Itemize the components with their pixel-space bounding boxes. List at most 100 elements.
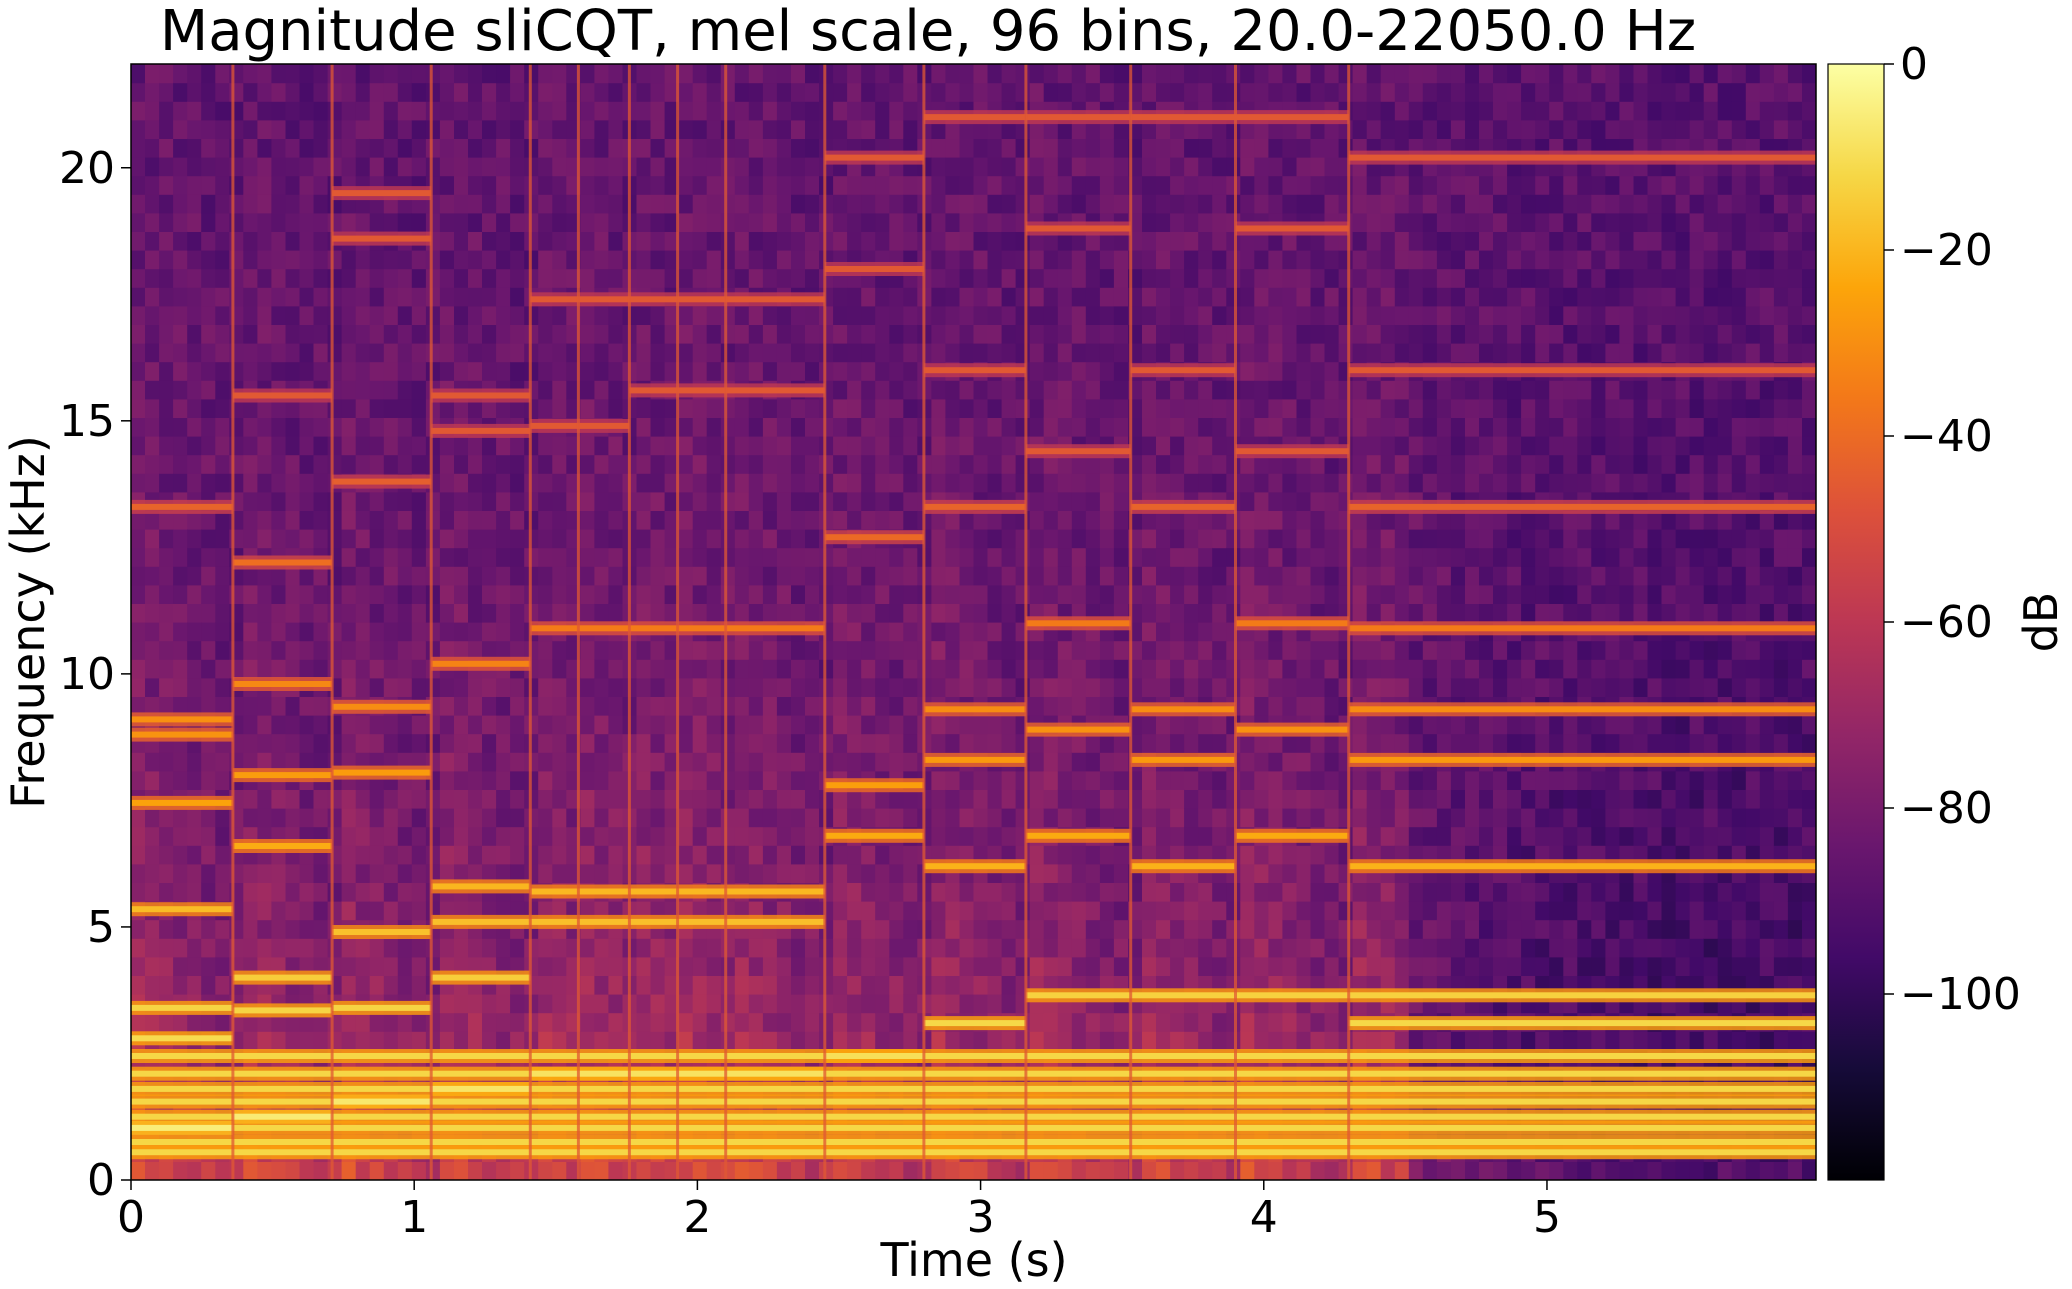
spectrogram-cell [762,157,778,177]
spectrogram-cell [131,975,146,995]
spectrogram-cell [173,101,188,121]
spectrogram-cell [201,82,216,102]
spectrogram-cell [383,603,399,623]
spectrogram-cell [383,398,399,418]
spectrogram-cell [1043,473,1059,493]
spectrogram-cell [383,901,399,921]
spectrogram-cell [734,956,750,976]
spectrogram-cell [313,194,329,214]
spectrogram-cell [439,157,455,177]
spectrogram-cell [1071,808,1087,828]
spectrogram-cell [201,268,216,288]
spectrogram-cell [1240,956,1255,976]
spectrogram-cell [580,529,595,549]
spectrogram-cell [243,566,258,586]
spectrogram-cell [1212,956,1227,976]
spectrogram-cell [748,975,764,995]
spectrogram-cell [538,956,553,976]
spectrogram-cell [1282,659,1297,679]
spectrogram-cell [1029,938,1045,958]
spectrogram-cell [1226,808,1241,828]
spectrogram-cell [1170,454,1185,474]
spectrogram-cell [608,1031,623,1051]
spectrogram-cell [285,231,301,251]
spectrogram-cell [355,361,371,381]
spectrogram-cell [973,324,989,344]
spectrogram-cell [678,677,694,697]
spectrogram-cell [945,808,960,828]
spectrogram-cell [468,361,483,381]
spectrogram-cell [706,938,722,958]
spectrogram-cell [552,343,567,363]
spectrogram-cell [791,1031,806,1051]
spectrogram-cell [931,157,946,177]
spectrogram-cell [720,640,736,660]
spectrogram-cell [692,473,708,493]
spectrogram-cell [1156,659,1171,679]
spectrogram-cell [552,603,567,623]
spectrogram-cell [1198,454,1213,474]
spectrogram-cell [355,324,371,344]
spectrogram-cell [650,454,666,474]
spectrogram-cell [636,157,652,177]
spectrogram-cell [1085,287,1101,307]
spectrogram-cell [664,863,680,883]
spectrogram-cell [805,491,820,511]
spectrogram-cell [173,64,188,84]
spectrogram-cell [187,101,202,121]
spectrogram-cell [411,268,427,288]
spectrogram-cell [1071,733,1087,753]
spectrogram-cell [482,547,497,567]
spectrogram-cell [650,696,666,716]
spectrogram-cell [355,733,371,753]
spectrogram-cell [1142,417,1157,437]
spectrogram-cell [257,454,272,474]
spectrogram-cell [1198,157,1213,177]
spectrogram-cell [159,1161,174,1180]
spectrogram-cell [411,361,427,381]
spectrogram-cell [369,250,385,270]
spectrogram-cell [875,454,890,474]
spectrogram-cell [313,138,329,158]
spectrogram-cell [327,715,343,735]
spectrogram-cell [299,659,315,679]
spectrogram-cell [1198,659,1213,679]
spectrogram-cell [159,882,174,902]
spectrogram-cell [510,863,525,883]
spectrogram-cell [327,901,343,921]
spectrogram-cell [861,566,876,586]
spectrogram-cell [411,938,427,958]
spectrogram-cell [1001,826,1017,846]
spectrogram-cell [285,138,301,158]
spectrogram-cell [580,733,595,753]
spectrogram-cell [594,789,609,809]
spectrogram-cell [397,157,413,177]
spectrogram-cell [496,994,511,1014]
spectrogram-cell [791,584,806,604]
spectrogram-cell [299,436,315,456]
spectrogram-cell [1085,250,1101,270]
spectrogram-cell [1142,677,1157,697]
spectrogram-cell [327,287,343,307]
spectrogram-cell [594,175,609,195]
spectrogram-cell [734,175,750,195]
spectrogram-cell [1085,491,1101,511]
spectrogram-cell [987,398,1003,418]
spectrogram-cell [425,789,441,809]
spectrogram-cell [173,324,188,344]
spectrogram-cell [833,919,848,939]
spectrogram-cell [1282,863,1297,883]
spectrogram-cell [847,175,862,195]
spectrogram-cell [496,566,511,586]
spectrogram-cell [439,268,455,288]
spectrogram-cell [159,640,174,660]
spectrogram-cell [313,417,329,437]
spectrogram-cell [1268,231,1283,251]
spectrogram-cell [355,529,371,549]
spectrogram-cell [791,1161,806,1180]
spectrogram-cell [1029,194,1045,214]
spectrogram-cell [1254,305,1269,325]
spectrogram-cell [987,324,1003,344]
spectrogram-cell [692,343,708,363]
spectrogram-cell [454,845,469,865]
